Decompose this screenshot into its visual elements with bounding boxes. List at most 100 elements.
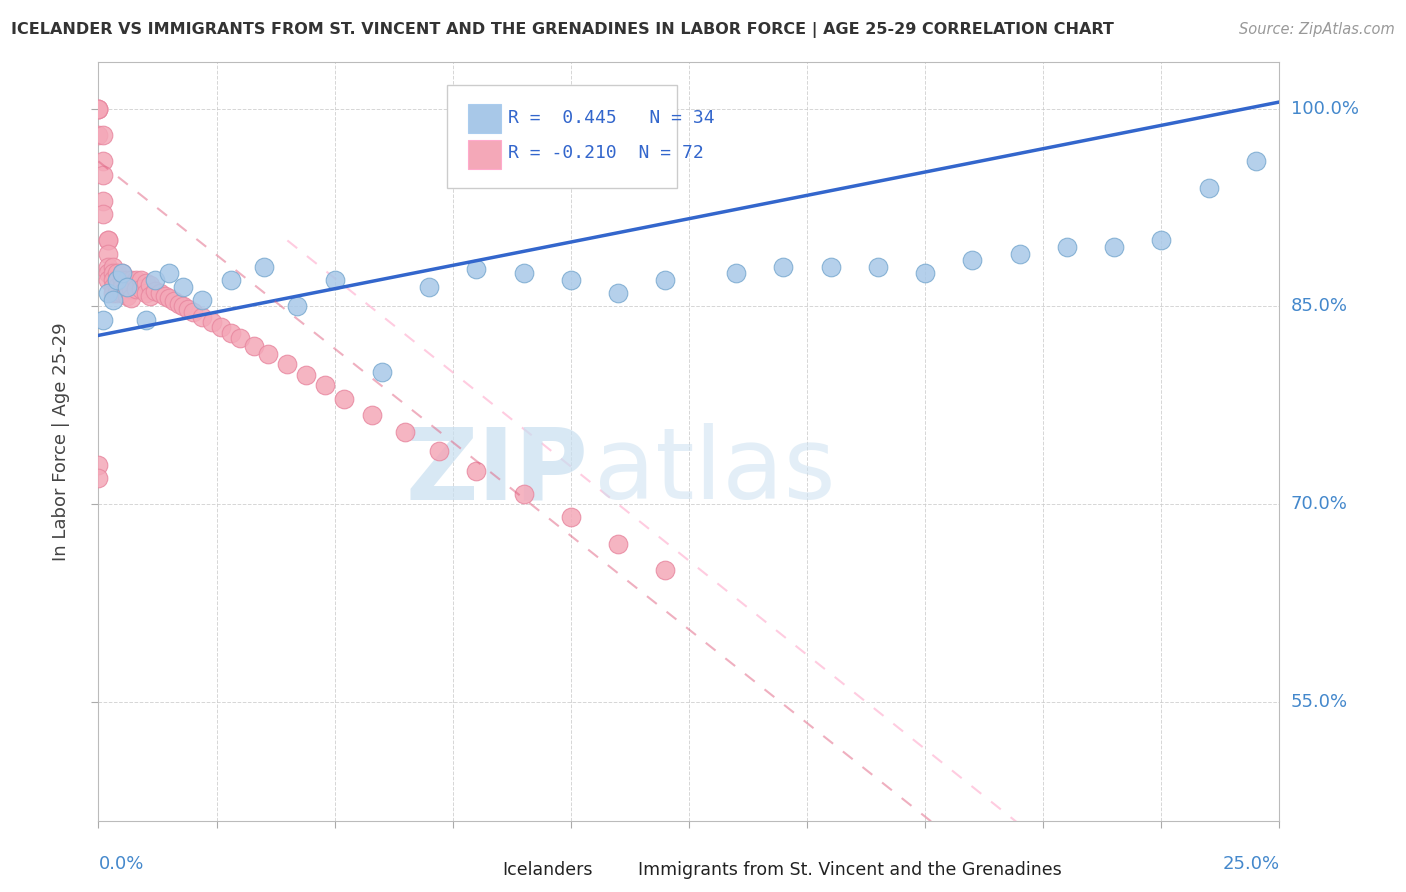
Point <box>97 267 120 281</box>
Point <box>181 304 204 318</box>
Point <box>121 292 143 306</box>
Point <box>111 273 134 287</box>
Point <box>209 320 232 334</box>
Point <box>143 284 166 298</box>
Point <box>394 425 416 439</box>
Point <box>1244 154 1267 169</box>
FancyBboxPatch shape <box>468 140 501 169</box>
Point <box>105 279 128 293</box>
Point <box>101 260 124 274</box>
Point <box>962 253 984 268</box>
Point <box>87 458 110 472</box>
Point <box>418 279 440 293</box>
Text: 100.0%: 100.0% <box>1291 100 1358 118</box>
Point <box>1150 234 1173 248</box>
Text: 55.0%: 55.0% <box>1291 693 1348 711</box>
Point <box>125 282 148 296</box>
Point <box>314 378 336 392</box>
Point <box>253 260 276 274</box>
Point <box>607 537 630 551</box>
Point <box>333 392 356 406</box>
Point <box>111 267 134 281</box>
Point <box>323 273 346 287</box>
Point <box>820 260 842 274</box>
Point <box>135 276 157 290</box>
Point <box>111 267 134 281</box>
Point <box>97 273 120 287</box>
Text: 0.0%: 0.0% <box>98 855 143 873</box>
Point <box>135 286 157 301</box>
Point <box>105 286 128 301</box>
Point <box>101 286 124 301</box>
Point <box>91 128 114 142</box>
Point <box>97 234 120 248</box>
Point <box>725 267 748 281</box>
Text: ICELANDER VS IMMIGRANTS FROM ST. VINCENT AND THE GRENADINES IN LABOR FORCE | AGE: ICELANDER VS IMMIGRANTS FROM ST. VINCENT… <box>11 22 1114 38</box>
Point <box>87 128 110 142</box>
Point <box>914 267 936 281</box>
Point <box>465 464 488 478</box>
Point <box>153 289 176 303</box>
Point <box>129 273 152 287</box>
Point <box>115 279 138 293</box>
Point <box>143 273 166 287</box>
FancyBboxPatch shape <box>606 861 633 884</box>
Point <box>295 368 318 382</box>
Point <box>607 286 630 301</box>
Point <box>465 262 488 277</box>
Point <box>91 312 114 326</box>
Point <box>191 293 214 307</box>
FancyBboxPatch shape <box>468 104 501 133</box>
Point <box>866 260 889 274</box>
Point <box>371 365 394 379</box>
Point <box>97 260 120 274</box>
Point <box>177 301 200 316</box>
Point <box>87 102 110 116</box>
Text: 25.0%: 25.0% <box>1222 855 1279 873</box>
Point <box>87 102 110 116</box>
Point <box>87 471 110 485</box>
Point <box>172 279 194 293</box>
Point <box>1056 240 1078 254</box>
Point <box>97 286 120 301</box>
Point <box>91 154 114 169</box>
Point <box>772 260 794 274</box>
Point <box>91 207 114 221</box>
Point <box>121 282 143 296</box>
Point <box>105 273 128 287</box>
Point <box>1198 180 1220 194</box>
Text: 85.0%: 85.0% <box>1291 297 1347 316</box>
Point <box>560 273 582 287</box>
Point <box>560 510 582 524</box>
Text: atlas: atlas <box>595 424 837 520</box>
Text: R =  0.445   N = 34: R = 0.445 N = 34 <box>508 109 714 127</box>
Point <box>135 312 157 326</box>
Point <box>427 444 450 458</box>
Text: 70.0%: 70.0% <box>1291 495 1347 513</box>
Point <box>101 293 124 307</box>
Point <box>243 339 266 353</box>
Point <box>654 273 676 287</box>
Point <box>163 294 186 309</box>
Point <box>91 194 114 208</box>
Text: ZIP: ZIP <box>406 424 589 520</box>
Point <box>285 299 308 313</box>
Text: Source: ZipAtlas.com: Source: ZipAtlas.com <box>1239 22 1395 37</box>
FancyBboxPatch shape <box>447 85 678 187</box>
Point <box>361 408 384 422</box>
FancyBboxPatch shape <box>471 861 496 884</box>
Point <box>512 267 534 281</box>
Point <box>101 273 124 287</box>
Point <box>115 273 138 287</box>
Point <box>129 282 152 296</box>
Point <box>139 289 162 303</box>
Point <box>111 279 134 293</box>
Point <box>201 315 224 329</box>
Point <box>191 310 214 324</box>
Point <box>115 279 138 293</box>
Point <box>149 286 172 301</box>
Text: Icelanders: Icelanders <box>502 861 593 879</box>
Point <box>101 279 124 293</box>
Point <box>115 289 138 303</box>
Point <box>512 486 534 500</box>
